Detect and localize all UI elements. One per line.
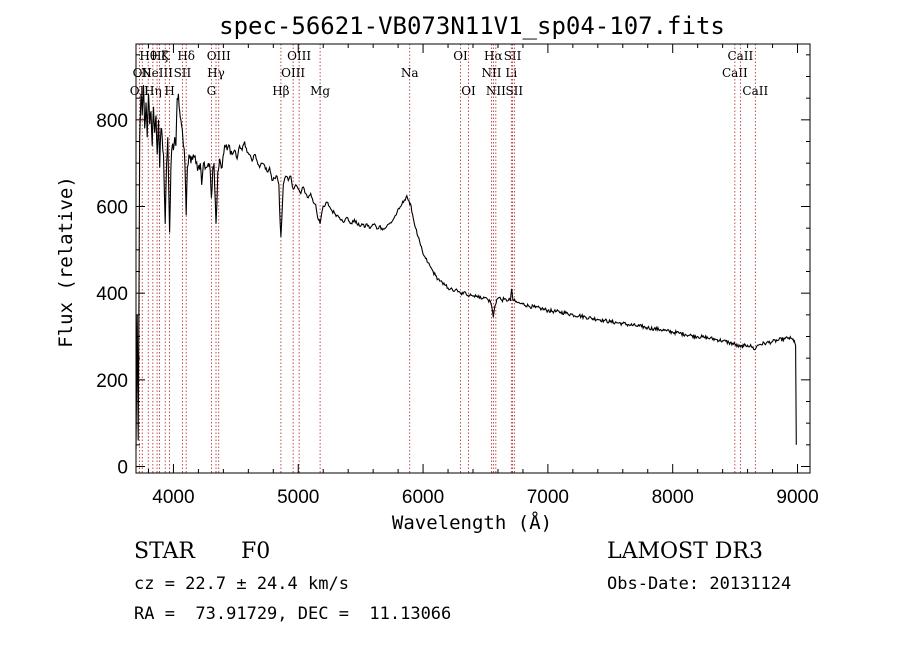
line-marker-label: OII xyxy=(130,84,150,98)
obs-date: Obs-Date: 20131124 xyxy=(607,574,792,594)
object-subclass: F0 xyxy=(241,539,271,564)
line-marker-label: Li xyxy=(505,66,517,80)
x-tick-label: 4000 xyxy=(152,487,194,508)
x-tick-label: 8000 xyxy=(652,487,694,508)
line-marker-label: OI xyxy=(453,49,468,63)
line-marker-label: NII xyxy=(481,66,501,80)
line-marker-label: Hδ xyxy=(177,49,195,63)
line-marker-label: CaII xyxy=(722,66,748,80)
line-marker-label: Hβ xyxy=(272,84,289,98)
plot-frame xyxy=(135,43,811,474)
line-marker-label: Hγ xyxy=(207,66,225,80)
line-marker-label: OIII xyxy=(207,49,231,63)
redshift-cz: cz = 22.7 ± 24.4 km/s xyxy=(134,574,349,594)
x-tick-label: 6000 xyxy=(402,487,444,508)
x-tick-label: 5000 xyxy=(277,487,319,508)
line-marker-label: Mg xyxy=(310,84,330,98)
y-tick-label: 400 xyxy=(96,284,128,305)
line-marker-label: CaII xyxy=(742,84,768,98)
line-marker-label: Hα xyxy=(484,49,503,63)
x-tick-label: 9000 xyxy=(776,487,818,508)
line-marker-label: SII xyxy=(174,66,192,80)
y-axis-label: Flux (relative) xyxy=(55,176,77,348)
x-tick-label: 7000 xyxy=(527,487,569,508)
coordinates: RA = 73.91729, DEC = 11.13066 xyxy=(134,604,452,624)
spectrum-line xyxy=(135,85,797,450)
y-tick-label: 0 xyxy=(117,458,128,479)
line-marker-label: Na xyxy=(401,66,419,80)
line-marker-label: OIII xyxy=(287,49,311,63)
chart-title: spec-56621-VB073N11V1_sp04-107.fits xyxy=(219,12,725,40)
line-marker-label: OIII xyxy=(281,66,305,80)
line-marker-label: OI xyxy=(461,84,476,98)
object-class: STAR xyxy=(134,539,195,564)
line-marker-label: SII xyxy=(505,84,523,98)
line-marker-label: H xyxy=(164,84,174,98)
y-tick-label: 800 xyxy=(96,111,128,132)
line-marker-label: NeIII xyxy=(141,66,173,80)
line-marker-label: Hη xyxy=(144,84,162,98)
line-marker-label: G xyxy=(207,84,217,98)
line-marker-label: Hζ xyxy=(151,49,168,63)
line-marker-label: SII xyxy=(504,49,522,63)
axes: 4000 5000 6000 7000 8000 9000 0 200 400 600 800 xyxy=(96,44,819,508)
line-marker-label: NII xyxy=(486,84,506,98)
survey-name: LAMOST DR3 xyxy=(607,539,763,564)
line-marker-label: K xyxy=(161,49,171,63)
line-markers: OIIOIIHθHηNeIIIHζKHSIIHδGHγOIIIHβOIIIOII… xyxy=(130,44,768,473)
y-tick-label: 200 xyxy=(96,371,128,392)
line-marker-label: CaII xyxy=(727,49,753,63)
x-axis-label: Wavelength (Å) xyxy=(392,511,552,534)
y-tick-label: 600 xyxy=(96,198,128,219)
